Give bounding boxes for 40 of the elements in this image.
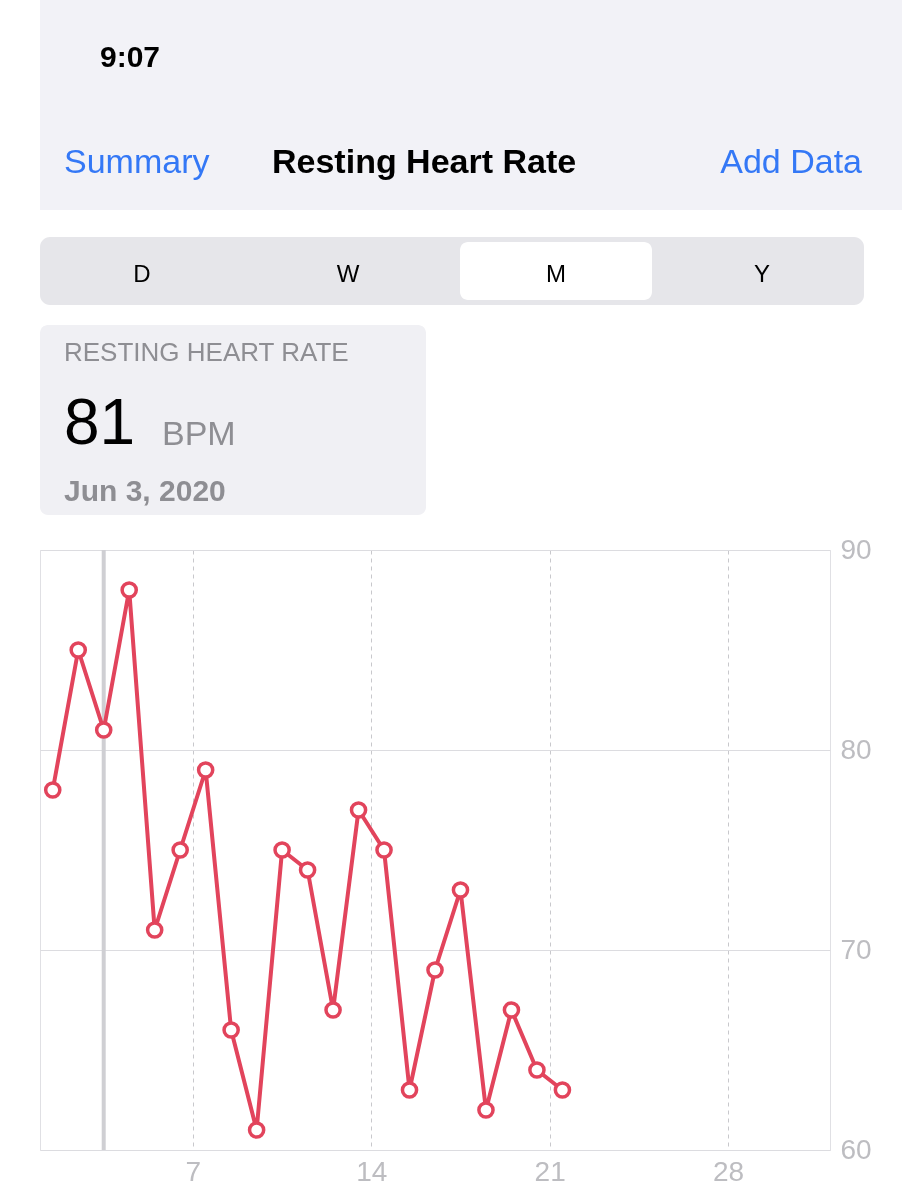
point: [349, 801, 368, 819]
point: [145, 921, 164, 939]
point: [222, 1021, 240, 1039]
point: [247, 1121, 266, 1139]
point: [273, 841, 291, 859]
point: [43, 781, 62, 799]
text: D: [133, 260, 151, 287]
point: [94, 721, 113, 739]
point: [120, 581, 139, 599]
text: Y: [753, 260, 771, 287]
point: [375, 841, 393, 859]
chart-title: Resting Heart Rate: [272, 142, 577, 180]
point: [451, 881, 470, 899]
text: RESTING HEART RATE: [64, 337, 349, 367]
point: [196, 761, 215, 779]
x-tick-label: 28: [712, 1155, 745, 1187]
text: Summary: [64, 142, 210, 180]
x-tick-label: 21: [534, 1155, 566, 1187]
y-tick-label: 60: [840, 1133, 872, 1165]
y-tick-label: 70: [840, 933, 872, 965]
y-tick-label: 80: [840, 733, 872, 765]
point: [553, 1081, 572, 1099]
point: [477, 1101, 495, 1119]
point: [324, 1001, 342, 1019]
text: Jun 3, 2020: [64, 474, 226, 507]
y-tick-label: 90: [840, 533, 872, 565]
point: [69, 641, 88, 659]
text: 81 BPM: [64, 386, 236, 458]
point: [171, 841, 189, 859]
point: [502, 1001, 521, 1019]
point: [426, 961, 444, 979]
text: Add Data: [720, 142, 863, 180]
text: W: [336, 260, 360, 287]
x-tick-label: 7: [185, 1155, 202, 1187]
text: 9:07: [100, 40, 161, 73]
point: [400, 1081, 419, 1099]
point: [298, 861, 317, 879]
x-tick-label: 14: [356, 1155, 388, 1187]
point: [528, 1061, 546, 1079]
text: M: [546, 260, 566, 287]
